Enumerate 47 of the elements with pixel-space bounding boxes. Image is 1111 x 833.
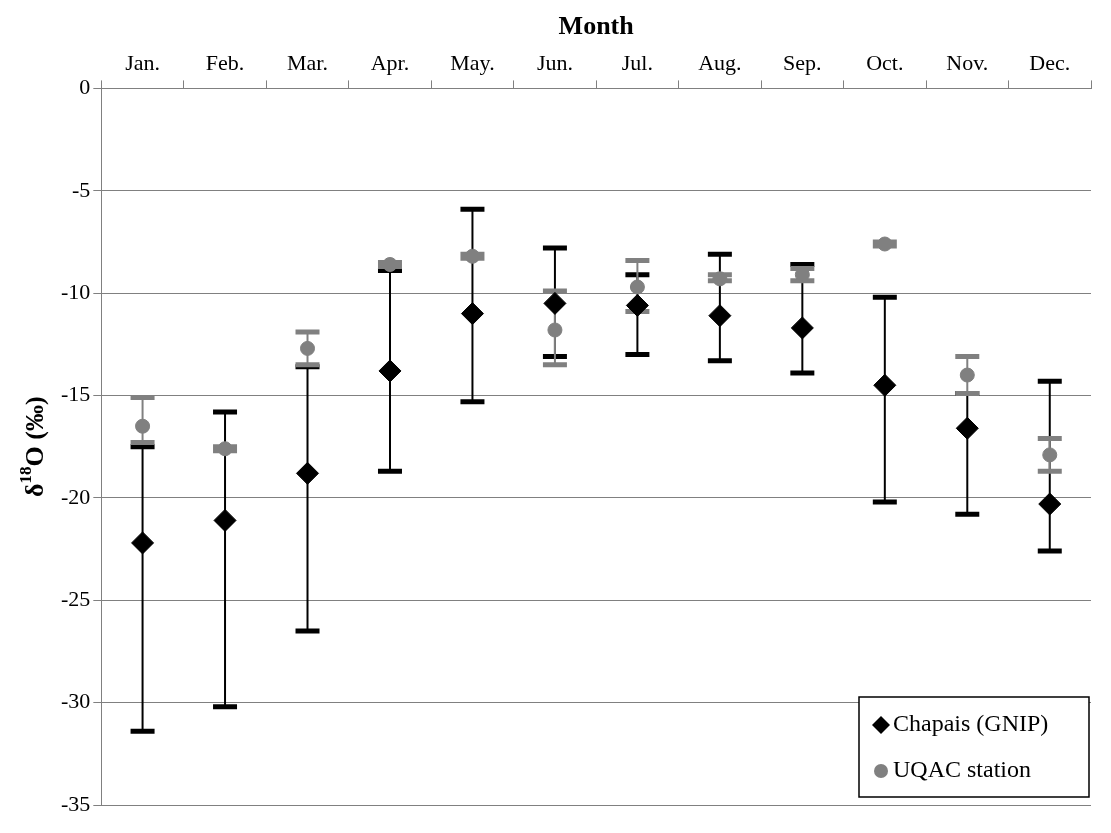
point xyxy=(547,322,563,338)
point xyxy=(1042,447,1058,463)
point xyxy=(1038,492,1062,516)
point xyxy=(543,291,567,315)
x-tick-label: Sep. xyxy=(783,49,822,75)
y-tick-label: -35 xyxy=(61,790,91,816)
x-tick-label: Jun. xyxy=(536,49,573,75)
x-tick-label: Jan. xyxy=(125,49,160,75)
point xyxy=(131,531,155,555)
x-tick-label: Oct. xyxy=(866,49,904,75)
point xyxy=(959,367,975,383)
point xyxy=(217,441,233,457)
y-tick-label: -10 xyxy=(61,278,91,304)
y-tick-label: -30 xyxy=(61,688,91,714)
point xyxy=(955,416,979,440)
point xyxy=(625,293,649,317)
y-tick-label: -15 xyxy=(61,381,91,407)
point xyxy=(135,418,151,434)
y-tick-label: -25 xyxy=(61,586,91,612)
legend-label: Chapais (GNIP) xyxy=(893,710,1049,737)
point xyxy=(464,248,480,264)
x-tick-label: Dec. xyxy=(1029,49,1071,75)
x-axis-title: Month xyxy=(558,10,635,40)
x-tick-label: Mar. xyxy=(287,49,328,75)
point xyxy=(382,256,398,272)
y-tick-label: -5 xyxy=(72,176,91,202)
x-tick-label: Feb. xyxy=(205,49,245,75)
y-tick-label: -20 xyxy=(61,483,91,509)
point xyxy=(629,279,645,295)
point xyxy=(460,302,484,326)
point xyxy=(296,461,320,485)
point xyxy=(300,340,316,356)
point xyxy=(790,316,814,340)
x-tick-label: Aug. xyxy=(698,49,742,75)
y-tick-label: 0 xyxy=(79,74,91,100)
point xyxy=(378,359,402,383)
point xyxy=(712,271,728,287)
x-tick-label: Jul. xyxy=(621,49,653,75)
x-tick-label: May. xyxy=(450,49,495,75)
x-tick-label: Nov. xyxy=(946,49,989,75)
legend-label: UQAC station xyxy=(893,756,1031,783)
point xyxy=(873,373,897,397)
x-tick-label: Apr. xyxy=(370,49,410,75)
y-axis-title: δ18O (‰) xyxy=(16,396,49,497)
point xyxy=(213,508,237,532)
point xyxy=(708,304,732,328)
point xyxy=(877,236,893,252)
